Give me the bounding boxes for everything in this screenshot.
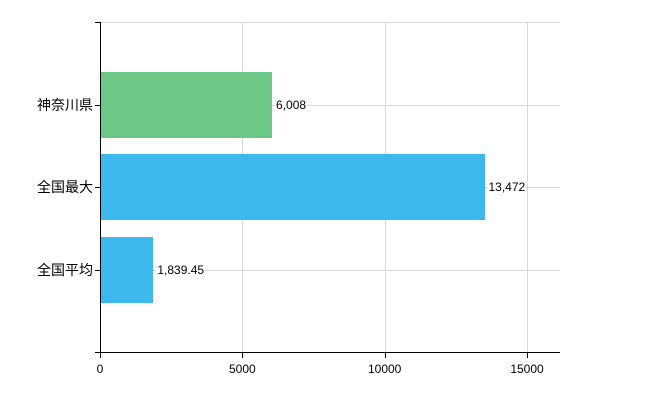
x-axis-tick (242, 352, 244, 358)
bar[interactable] (101, 236, 154, 303)
category-label: 全国最大 (37, 179, 93, 195)
x-axis-tick (384, 352, 386, 358)
bar[interactable] (101, 154, 485, 220)
gridline-horizontal (100, 269, 560, 271)
y-axis-tick (95, 22, 100, 23)
bar[interactable] (101, 71, 273, 138)
y-axis-line (100, 22, 101, 353)
x-tick-label: 0 (96, 362, 104, 376)
x-axis-tick (100, 352, 101, 358)
x-axis-line (95, 352, 560, 353)
gridline-horizontal-top (100, 22, 560, 23)
x-axis-tick (527, 352, 528, 358)
bar-value-label: 1,839.45 (156, 261, 206, 278)
x-tick-label: 5000 (228, 362, 256, 376)
bar-value-label: 6,008 (275, 96, 308, 113)
x-tick-label: 10000 (367, 362, 402, 376)
category-label: 全国平均 (37, 261, 93, 278)
y-axis-tick (95, 269, 100, 271)
y-axis-tick (95, 104, 100, 106)
gridline-vertical (527, 22, 528, 352)
category-label: 神奈川県 (37, 96, 93, 113)
x-tick-label: 15000 (510, 362, 544, 376)
bar-value-label: 13,472 (487, 179, 527, 195)
gridline-horizontal (100, 104, 560, 106)
y-axis-tick (95, 187, 100, 188)
